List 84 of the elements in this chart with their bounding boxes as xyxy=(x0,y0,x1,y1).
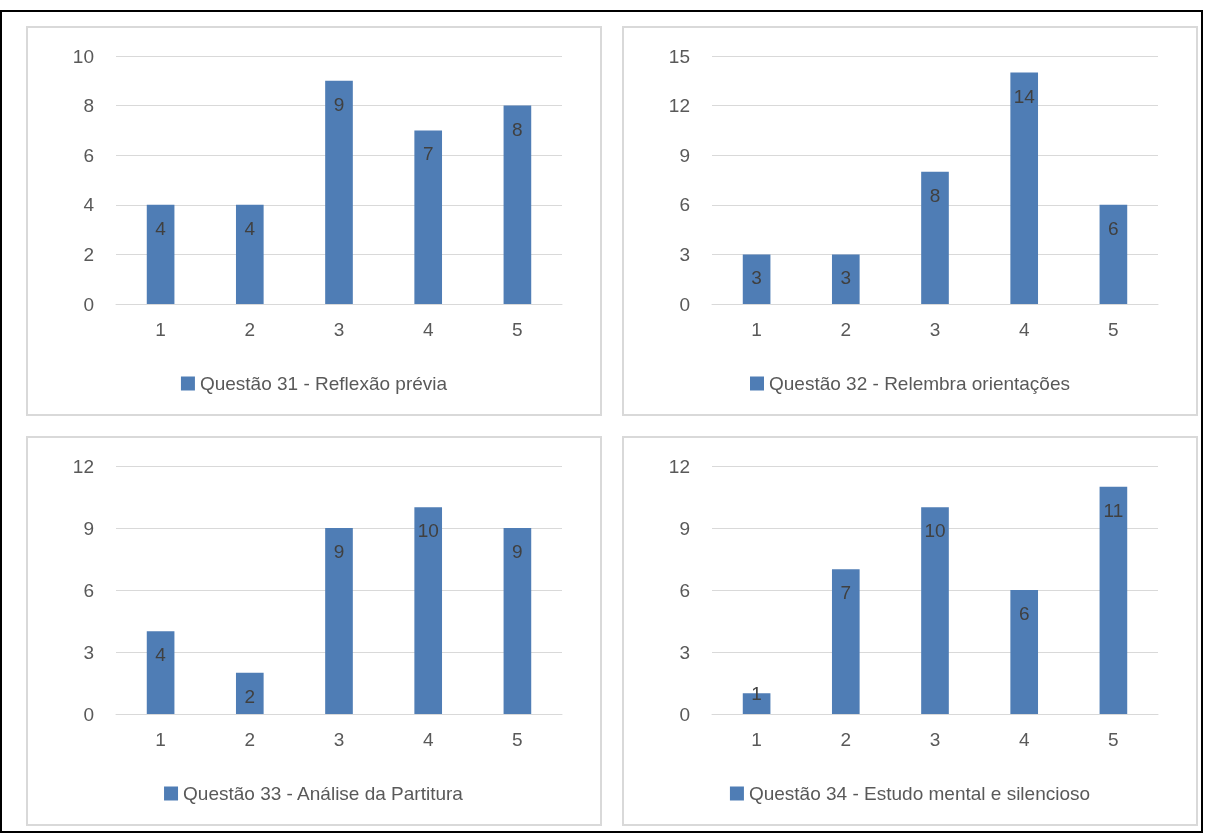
bar xyxy=(831,254,860,304)
y-tick-label: 3 xyxy=(679,641,690,662)
x-tick-label: 3 xyxy=(333,728,345,750)
y-tick-label: 12 xyxy=(72,455,94,476)
y-tick-label: 12 xyxy=(668,455,690,476)
x-tick-label: 2 xyxy=(244,319,256,340)
x-tick-label: 1 xyxy=(155,728,166,750)
x-tick-label: 5 xyxy=(1108,319,1119,340)
x-tick-label: 3 xyxy=(333,319,345,340)
data-label: 3 xyxy=(840,267,852,289)
bar xyxy=(146,630,175,714)
bar xyxy=(1099,486,1128,714)
x-tick-label: 5 xyxy=(512,728,523,750)
data-label: 3 xyxy=(751,267,762,289)
y-tick-label: 12 xyxy=(668,95,690,117)
bar xyxy=(742,254,771,304)
y-tick-label: 0 xyxy=(83,293,94,315)
y-tick-label: 9 xyxy=(83,517,94,538)
x-tick-label: 4 xyxy=(422,319,434,340)
data-label: 9 xyxy=(333,93,345,115)
data-label: 2 xyxy=(244,685,256,707)
bar xyxy=(325,80,353,304)
x-tick-label: 4 xyxy=(422,728,434,750)
x-tick-label: 4 xyxy=(1018,728,1030,750)
data-label: 8 xyxy=(929,184,941,206)
x-tick-label: 2 xyxy=(840,728,852,750)
bar xyxy=(921,171,949,304)
data-label: 4 xyxy=(155,643,167,665)
y-tick-label: 3 xyxy=(83,641,94,662)
x-tick-label: 2 xyxy=(840,319,852,340)
x-tick-label: 3 xyxy=(929,728,941,750)
data-label: 10 xyxy=(924,519,946,541)
bar xyxy=(235,204,264,304)
x-tick-label: 3 xyxy=(929,319,941,340)
bar xyxy=(414,506,443,714)
bar xyxy=(1099,204,1128,304)
data-label: 8 xyxy=(512,118,523,140)
bar xyxy=(503,105,532,304)
bar xyxy=(503,527,532,714)
bar xyxy=(921,506,949,714)
x-tick-label: 2 xyxy=(244,728,256,750)
legend-label: Questão 33 - Análise da Partitura xyxy=(183,782,464,804)
data-label: 7 xyxy=(840,581,852,603)
y-tick-label: 10 xyxy=(72,45,94,67)
y-tick-label: 9 xyxy=(679,144,690,166)
y-tick-label: 6 xyxy=(679,579,690,600)
bar xyxy=(1010,72,1039,304)
x-tick-label: 1 xyxy=(155,319,166,340)
y-tick-label: 2 xyxy=(83,243,94,265)
y-tick-label: 4 xyxy=(83,194,95,216)
y-tick-label: 0 xyxy=(83,703,94,724)
data-label: 6 xyxy=(1018,602,1030,624)
bar xyxy=(235,672,264,714)
data-label: 9 xyxy=(333,540,345,562)
data-label: 7 xyxy=(422,143,434,165)
data-label: 4 xyxy=(244,217,256,239)
bar xyxy=(831,568,860,714)
x-tick-label: 5 xyxy=(512,319,523,340)
y-tick-label: 0 xyxy=(679,293,690,315)
x-tick-label: 5 xyxy=(1108,728,1119,750)
y-tick-label: 6 xyxy=(83,144,94,166)
bar xyxy=(146,204,175,304)
legend-label: Questão 32 - Relembra orientações xyxy=(769,373,1070,394)
data-label: 6 xyxy=(1108,217,1119,239)
y-tick-label: 15 xyxy=(668,45,690,67)
y-tick-label: 6 xyxy=(679,194,690,216)
y-tick-label: 0 xyxy=(679,703,690,724)
y-tick-label: 8 xyxy=(83,95,94,117)
data-label: 9 xyxy=(512,540,523,562)
y-tick-label: 3 xyxy=(679,243,690,265)
legend-label: Questão 34 - Estudo mental e silencioso xyxy=(748,782,1091,804)
bar xyxy=(414,130,443,304)
y-tick-label: 9 xyxy=(679,517,690,538)
x-tick-label: 4 xyxy=(1018,319,1030,340)
data-label: 14 xyxy=(1013,85,1036,107)
bar xyxy=(1010,589,1039,714)
data-label: 10 xyxy=(417,519,439,541)
data-label: 11 xyxy=(1103,499,1124,521)
y-tick-label: 6 xyxy=(83,579,94,600)
x-tick-label: 1 xyxy=(751,319,762,340)
legend-label: Questão 31 - Reflexão prévia xyxy=(199,373,448,394)
data-label: 4 xyxy=(155,217,167,239)
bar xyxy=(325,527,353,714)
x-tick-label: 1 xyxy=(751,728,762,750)
